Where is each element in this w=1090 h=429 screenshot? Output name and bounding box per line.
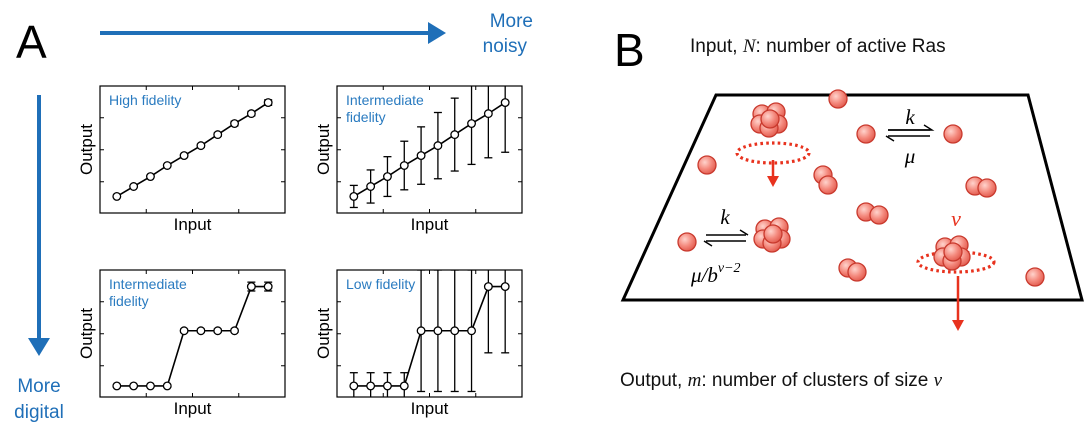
more-digital-arrow-head [28,338,50,356]
series-line [353,285,506,387]
data-point [383,172,392,182]
cluster-size-nu-label: ν [951,206,961,231]
more-digital-label-line2: digital [14,402,64,423]
plot-title: fidelity [109,293,149,309]
data-point [196,326,206,336]
ras-molecule [1025,267,1045,287]
data-point [450,130,460,140]
ras-molecule [847,262,867,282]
data-point [349,191,359,201]
series-line [353,101,506,198]
data-point [162,161,172,170]
plot-title: Intermediate [346,92,424,108]
ras-molecule [977,178,997,198]
data-point [146,381,155,391]
data-point [112,381,122,391]
data-point [483,109,493,119]
y-axis-label: Output [77,124,96,175]
data-point [246,109,256,119]
rate-mu-b-left: μ/bν−2 [690,261,741,287]
x-axis-label: Input [411,399,449,418]
ras-molecule [943,124,963,144]
ras-molecule [697,155,717,175]
plot-title: High fidelity [109,92,181,108]
rate-k-top: k [905,105,915,129]
ras-molecule [763,224,783,244]
y-axis-label: Output [77,308,96,359]
red-arrow-left-head [767,176,779,187]
more-noisy-label-line1: More [490,11,533,32]
data-point [263,98,273,108]
data-point [500,282,510,292]
data-point [433,326,443,336]
ras-molecule [828,89,848,109]
data-point [129,182,139,191]
data-point [383,381,392,391]
data-point [483,282,493,292]
ras-molecule [943,242,963,262]
membrane-outline [620,93,1084,302]
y-axis-label: Output [314,124,333,175]
plot-title: fidelity [346,109,386,125]
data-point [146,172,155,182]
data-point [179,326,189,336]
data-point [366,182,376,191]
ras-molecule [856,124,876,144]
cluster-ring-top [735,141,811,165]
data-point [433,141,443,151]
ras-particles [677,89,1045,287]
panel-b-letter: B [614,24,645,76]
data-point [399,381,409,391]
data-point [129,381,139,391]
data-point [467,119,476,128]
more-noisy-arrow-head [428,22,446,44]
data-point [366,381,376,391]
panel-a-letter: A [16,16,47,68]
output-caption: Output, m: number of clusters of size ν [620,370,943,391]
series-line [116,101,269,198]
plot-title: Intermediate [109,276,187,292]
x-axis-label: Input [411,215,449,234]
ras-molecule [760,109,780,129]
red-arrow-right-head [952,320,964,331]
input-caption: Input, N: number of active Ras [690,36,946,57]
data-point [112,191,122,201]
data-point [213,130,223,140]
data-point [500,98,510,108]
plot-title: Low fidelity [346,276,415,292]
data-point [416,326,426,336]
data-point [246,282,256,292]
data-point [162,381,172,391]
data-point [230,119,239,128]
y-axis-label: Output [314,308,333,359]
data-point [349,381,359,391]
data-point [399,161,409,170]
rate-k-left: k [720,205,730,229]
data-point [230,326,239,336]
data-point [179,151,189,161]
ras-molecule [677,232,697,252]
data-point [196,141,206,151]
ras-molecule [818,175,838,195]
equilibrium-arrows-left [703,229,749,247]
data-point [450,326,460,336]
more-noisy-label-line2: noisy [483,36,528,57]
more-digital-label-line1: More [17,376,60,397]
x-axis-label: Input [174,399,212,418]
data-point [467,326,476,336]
rate-mu-top: μ [904,144,916,168]
data-point [416,151,426,161]
data-point [213,326,223,336]
data-point [263,282,273,292]
series-line [116,285,269,387]
plot-low-fidelity: Low fidelity Input Output [314,269,523,418]
plot-high-fidelity: High fidelity Input Output [77,85,286,234]
ras-molecule [869,205,889,225]
equilibrium-arrows-top [885,124,935,142]
x-axis-label: Input [174,215,212,234]
